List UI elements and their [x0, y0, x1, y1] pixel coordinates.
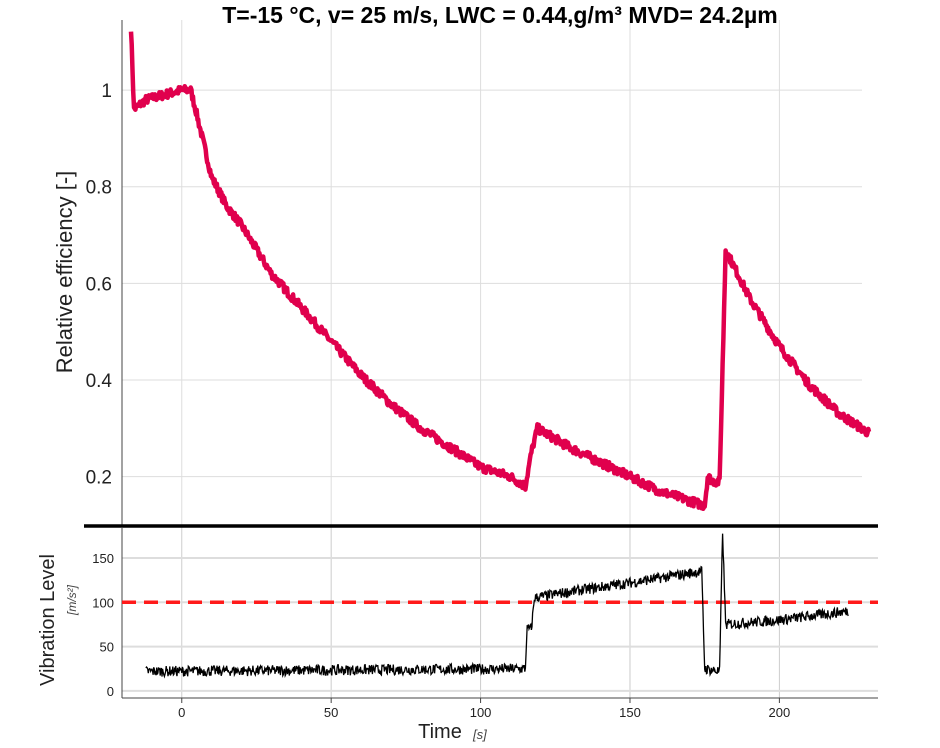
x-tick-label: 0 — [178, 705, 185, 720]
bottom-y-tick-label: 100 — [92, 595, 114, 610]
chart-title: T=-15 °C, v= 25 m/s, LWC = 0.44,g/m³ MVD… — [222, 2, 778, 28]
x-tick-label: 50 — [324, 705, 338, 720]
x-tick-label: 100 — [470, 705, 492, 720]
x-unit: [s] — [472, 727, 487, 742]
bottom-y-tick-label: 0 — [107, 684, 114, 699]
bottom-y-tick-label: 150 — [92, 551, 114, 566]
x-label: Time — [418, 721, 462, 743]
vibration-line — [145, 533, 849, 679]
top-y-tick-label: 0.6 — [86, 274, 112, 295]
top-y-tick-label: 0.8 — [86, 178, 112, 199]
top-grid — [122, 20, 862, 525]
top-y-label: Relative efficiency [-] — [52, 171, 77, 374]
x-tick-label: 200 — [769, 705, 791, 720]
top-y-tick-label: 1 — [101, 81, 112, 102]
bottom-grid — [122, 527, 878, 703]
x-tick-label: 150 — [619, 705, 641, 720]
top-y-tick-label: 0.4 — [86, 371, 113, 392]
efficiency-line — [128, 31, 872, 512]
bottom-y-tick-label: 50 — [100, 640, 114, 655]
bottom-y-label: Vibration Level — [37, 554, 59, 686]
top-y-tick-label: 0.2 — [86, 468, 112, 489]
bottom-y-unit: [m/s²] — [65, 584, 79, 616]
